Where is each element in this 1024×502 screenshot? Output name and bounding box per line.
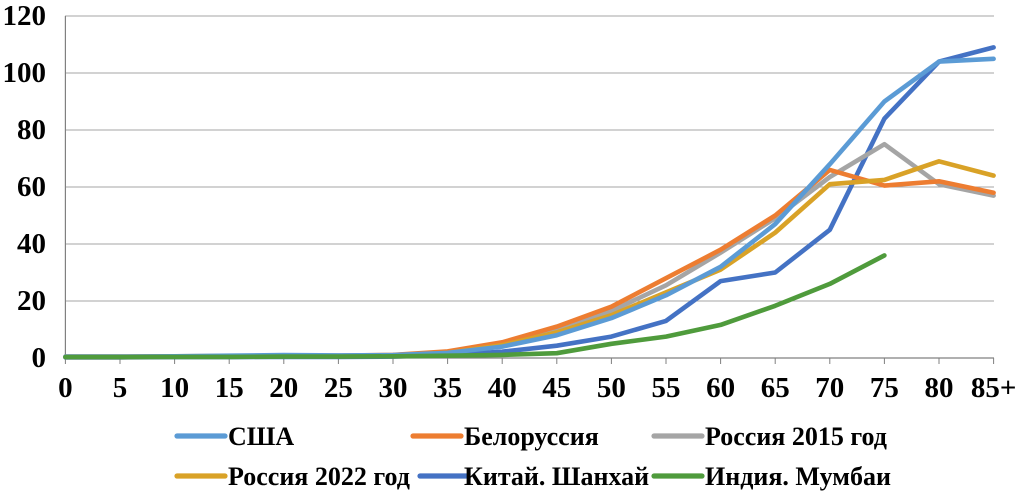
svg-text:0: 0 — [58, 372, 73, 404]
svg-text:15: 15 — [215, 372, 244, 404]
svg-text:Россия 2015 год: Россия 2015 год — [705, 422, 887, 451]
svg-text:Индия. Мумбаи: Индия. Мумбаи — [705, 462, 891, 491]
svg-text:5: 5 — [113, 372, 128, 404]
svg-text:60: 60 — [17, 171, 46, 203]
svg-text:30: 30 — [379, 372, 408, 404]
svg-text:50: 50 — [597, 372, 626, 404]
svg-text:25: 25 — [324, 372, 353, 404]
svg-text:75: 75 — [870, 372, 899, 404]
svg-text:55: 55 — [652, 372, 681, 404]
svg-text:80: 80 — [17, 114, 46, 146]
svg-text:85+: 85+ — [971, 372, 1017, 404]
svg-text:80: 80 — [925, 372, 954, 404]
svg-text:45: 45 — [542, 372, 571, 404]
svg-text:0: 0 — [32, 342, 47, 374]
svg-text:40: 40 — [17, 228, 46, 260]
svg-text:70: 70 — [815, 372, 844, 404]
svg-text:США: США — [228, 422, 294, 451]
svg-text:20: 20 — [17, 285, 46, 317]
svg-text:100: 100 — [3, 57, 47, 89]
svg-text:35: 35 — [433, 372, 462, 404]
svg-text:120: 120 — [3, 0, 47, 32]
svg-text:Китай. Шанхай: Китай. Шанхай — [464, 462, 649, 491]
svg-text:40: 40 — [488, 372, 517, 404]
svg-text:65: 65 — [761, 372, 790, 404]
svg-text:Белоруссия: Белоруссия — [464, 422, 599, 451]
svg-text:10: 10 — [160, 372, 189, 404]
svg-text:20: 20 — [269, 372, 298, 404]
svg-text:60: 60 — [706, 372, 735, 404]
svg-text:Россия 2022 год: Россия 2022 год — [228, 462, 410, 491]
